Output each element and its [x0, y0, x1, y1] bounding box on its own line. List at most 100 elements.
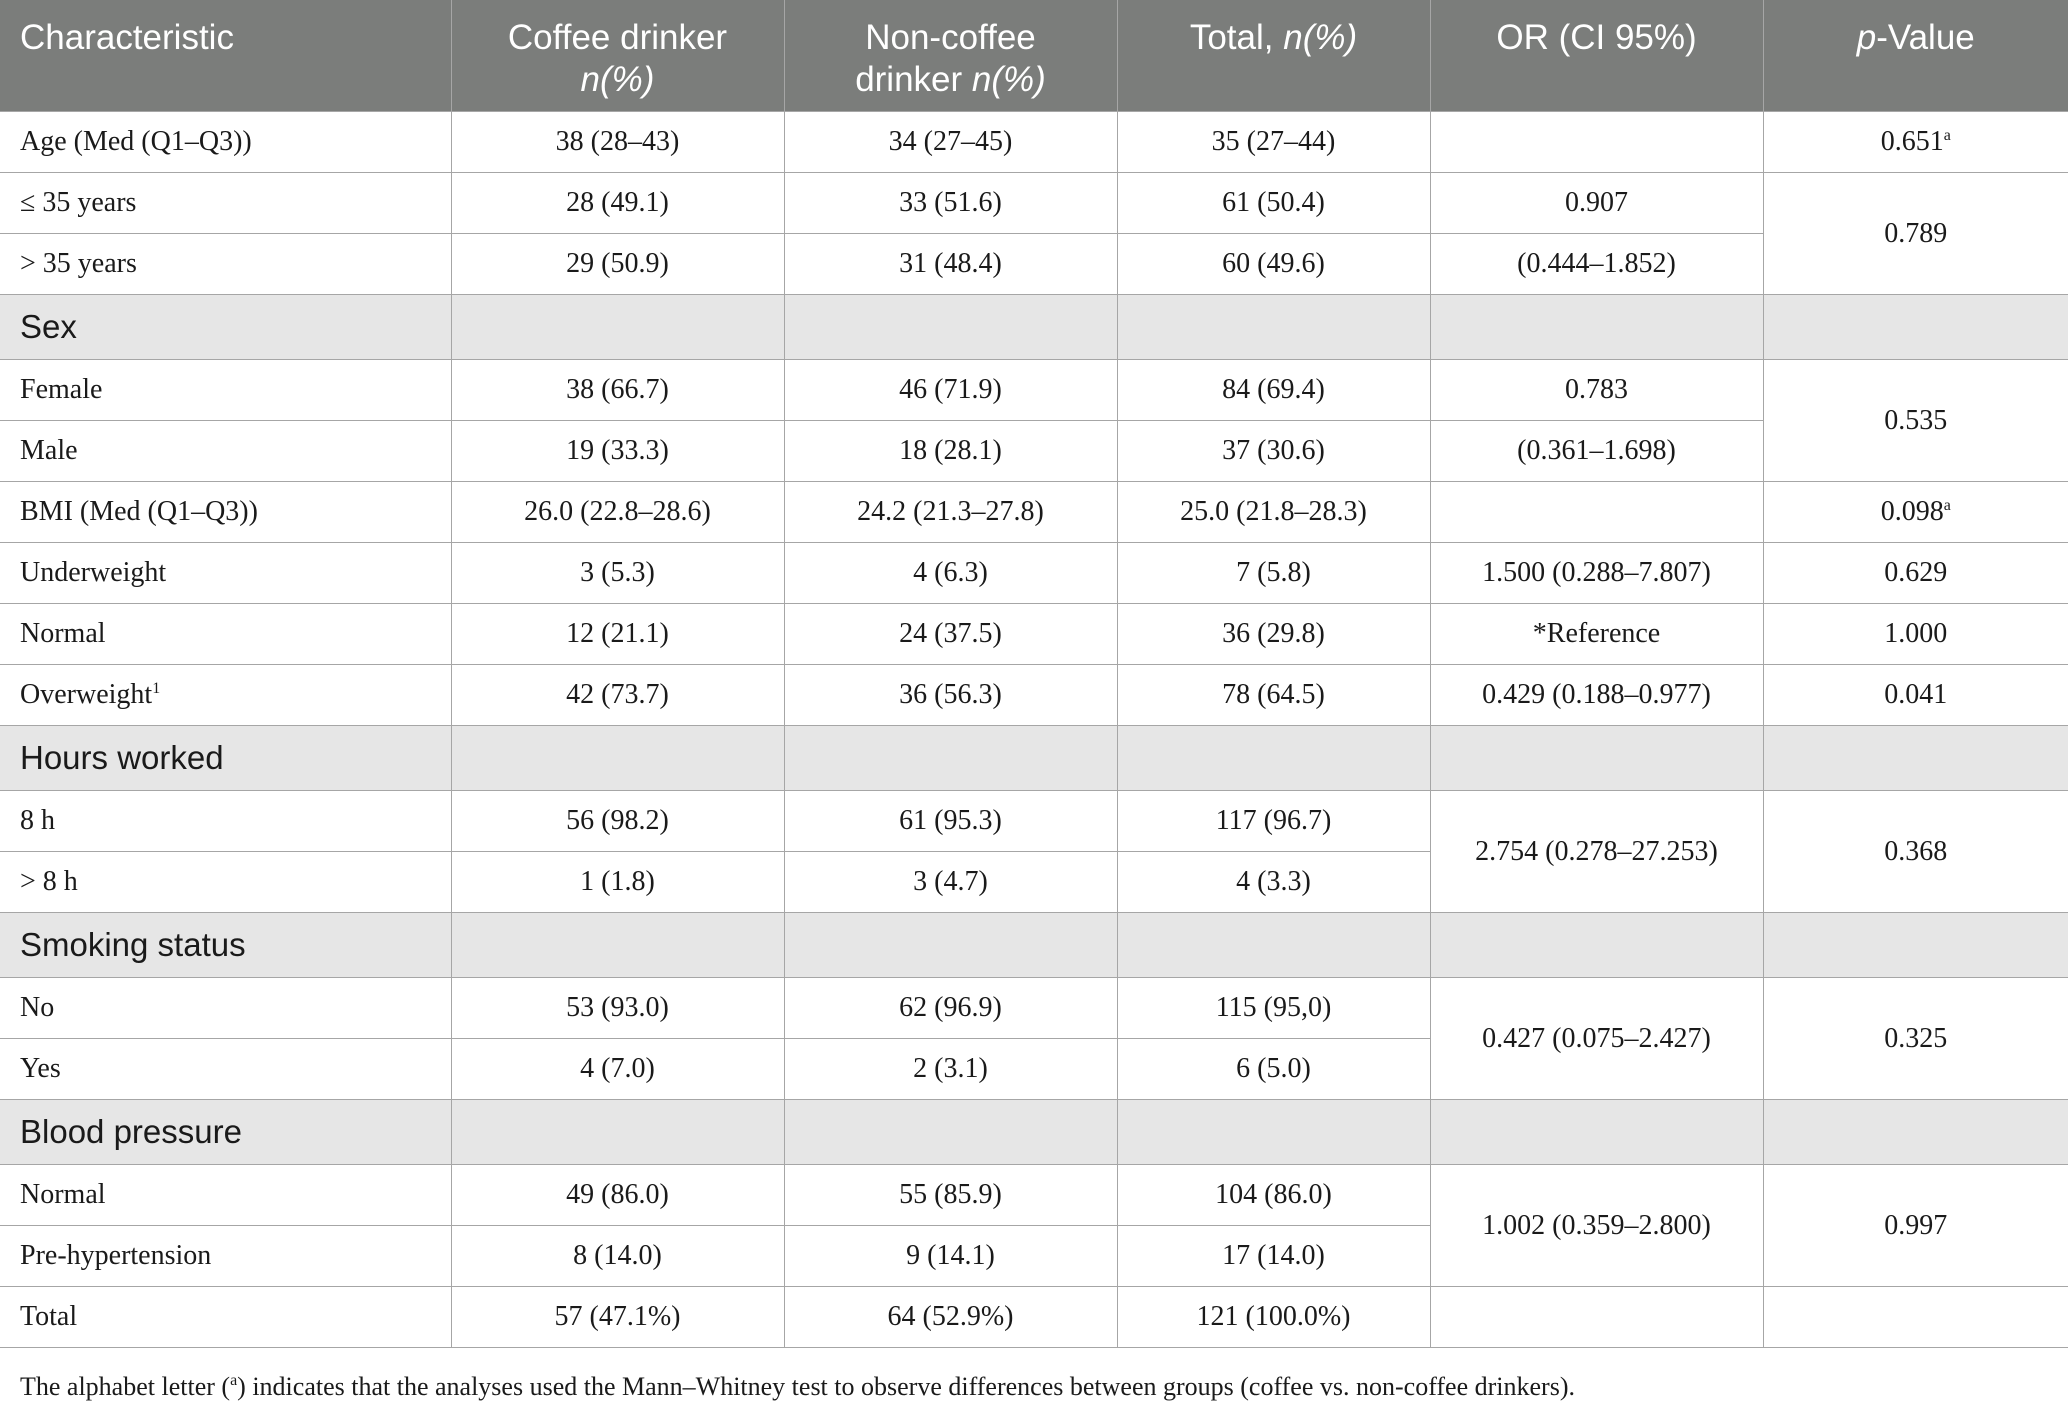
- cell-coffee: 57 (47.1%): [450, 1286, 785, 1348]
- cell-coffee: 29 (50.9): [450, 233, 785, 295]
- cell-odds-ratio: (0.444–1.852): [1429, 233, 1764, 295]
- row-label: Yes: [0, 1038, 452, 1100]
- table-header: Characteristic Coffee drinker n(%) Non-co…: [0, 0, 2068, 112]
- cell-coffee: 1 (1.8): [450, 851, 785, 913]
- cell-coffee: 42 (73.7): [450, 664, 785, 726]
- table-body: Age (Med (Q1–Q3)) 38 (28–43) 34 (27–45) …: [0, 111, 2068, 1348]
- table-row-overweight: Overweight1 42 (73.7) 36 (56.3) 78 (64.5…: [0, 664, 2068, 726]
- cell-total: 4 (3.3): [1116, 851, 1431, 913]
- header-coffee-drinker: Coffee drinker n(%): [450, 0, 785, 112]
- cell-coffee: 3 (5.3): [450, 542, 785, 604]
- row-label: > 35 years: [0, 233, 452, 295]
- row-label: Male: [0, 420, 452, 482]
- cell-coffee: 26.0 (22.8–28.6): [450, 481, 785, 543]
- cell-coffee: 4 (7.0): [450, 1038, 785, 1100]
- row-label: Normal: [0, 603, 452, 665]
- cell-non-coffee: 24.2 (21.3–27.8): [783, 481, 1118, 543]
- row-label: Normal: [0, 1164, 452, 1226]
- row-label: 8 h: [0, 790, 452, 852]
- table-row-female: Female 38 (66.7) 46 (71.9) 84 (69.4) 0.7…: [0, 359, 2068, 482]
- cell-total: 37 (30.6): [1116, 420, 1431, 482]
- row-label: Underweight: [0, 542, 452, 604]
- row-label: Pre-hypertension: [0, 1225, 452, 1287]
- cell-odds-ratio: *Reference: [1429, 603, 1764, 665]
- row-label: > 8 h: [0, 851, 452, 913]
- cell-non-coffee: 2 (3.1): [783, 1038, 1118, 1100]
- table-row-bmi-median: BMI (Med (Q1–Q3)) 26.0 (22.8–28.6) 24.2 …: [0, 481, 2068, 543]
- cell-non-coffee: 55 (85.9): [783, 1164, 1118, 1226]
- cell-coffee: 49 (86.0): [450, 1164, 785, 1226]
- cell-coffee: 19 (33.3): [450, 420, 785, 482]
- cell-total: 115 (95,0): [1116, 977, 1431, 1039]
- section-row-sex: Sex: [0, 294, 2068, 360]
- table-row-underweight: Underweight 3 (5.3) 4 (6.3) 7 (5.8) 1.50…: [0, 542, 2068, 604]
- cell-p-value: [1762, 1286, 2068, 1348]
- section-label: Hours worked: [0, 725, 452, 791]
- cell-odds-ratio: 0.429 (0.188–0.977): [1429, 664, 1764, 726]
- cell-p-value: 0.997: [1762, 1164, 2068, 1287]
- cell-odds-ratio: 2.754 (0.278–27.253): [1429, 790, 1764, 913]
- table-row-pre-hypertension: Pre-hypertension 8 (14.0) 9 (14.1) 17 (1…: [0, 1225, 2068, 1287]
- cell-total: 25.0 (21.8–28.3): [1116, 481, 1431, 543]
- cell-total: 117 (96.7): [1116, 790, 1431, 852]
- row-label: Overweight1: [0, 664, 452, 726]
- cell-p-value: 0.535: [1762, 359, 2068, 482]
- cell-non-coffee: 36 (56.3): [783, 664, 1118, 726]
- cell-total: 121 (100.0%): [1116, 1286, 1431, 1348]
- table-row-male: Male 19 (33.3) 18 (28.1) 37 (30.6) (0.36…: [0, 420, 2068, 482]
- characteristics-table: Characteristic Coffee drinker n(%) Non-co…: [0, 0, 2068, 1348]
- cell-non-coffee: 64 (52.9%): [783, 1286, 1118, 1348]
- section-label: Blood pressure: [0, 1099, 452, 1165]
- row-label: Age (Med (Q1–Q3)): [0, 111, 452, 173]
- cell-total: 17 (14.0): [1116, 1225, 1431, 1287]
- cell-non-coffee: 9 (14.1): [783, 1225, 1118, 1287]
- cell-total: 35 (27–44): [1116, 111, 1431, 173]
- cell-odds-ratio: [1429, 481, 1764, 543]
- table-footnote: The alphabet letter (a) indicates that t…: [20, 1372, 1575, 1401]
- row-label: Female: [0, 359, 452, 421]
- table-row-age-median: Age (Med (Q1–Q3)) 38 (28–43) 34 (27–45) …: [0, 111, 2068, 173]
- cell-coffee: 38 (28–43): [450, 111, 785, 173]
- row-label: BMI (Med (Q1–Q3)): [0, 481, 452, 543]
- cell-non-coffee: 34 (27–45): [783, 111, 1118, 173]
- header-total: Total, n(%): [1116, 0, 1431, 112]
- cell-coffee: 8 (14.0): [450, 1225, 785, 1287]
- cell-total: 104 (86.0): [1116, 1164, 1431, 1226]
- cell-total: 61 (50.4): [1116, 172, 1431, 234]
- cell-coffee: 38 (66.7): [450, 359, 785, 421]
- header-odds-ratio: OR (CI 95%): [1429, 0, 1764, 112]
- cell-total: 36 (29.8): [1116, 603, 1431, 665]
- section-row-blood-pressure: Blood pressure: [0, 1099, 2068, 1165]
- cell-p-value: 0.789: [1762, 172, 2068, 295]
- table-row-8h: 8 h 56 (98.2) 61 (95.3) 117 (96.7) 2.754…: [0, 790, 2068, 913]
- table-row-age-gt-35: > 35 years 29 (50.9) 31 (48.4) 60 (49.6)…: [0, 233, 2068, 295]
- header-row: Characteristic Coffee drinker n(%) Non-co…: [0, 0, 2068, 112]
- cell-odds-ratio: 1.002 (0.359–2.800): [1429, 1164, 1764, 1287]
- cell-coffee: 56 (98.2): [450, 790, 785, 852]
- cell-odds-ratio: [1429, 111, 1764, 173]
- cell-odds-ratio: 0.427 (0.075–2.427): [1429, 977, 1764, 1100]
- cell-p-value: 0.629: [1762, 542, 2068, 604]
- cell-odds-ratio: 0.783: [1429, 359, 1764, 421]
- table-row-smoking-yes: Yes 4 (7.0) 2 (3.1) 6 (5.0): [0, 1038, 2068, 1100]
- cell-total: 6 (5.0): [1116, 1038, 1431, 1100]
- section-label: Smoking status: [0, 912, 452, 978]
- table-row-normal-bmi: Normal 12 (21.1) 24 (37.5) 36 (29.8) *Re…: [0, 603, 2068, 665]
- cell-p-value: 0.041: [1762, 664, 2068, 726]
- header-characteristic: Characteristic: [0, 0, 452, 112]
- table-row-gt-8h: > 8 h 1 (1.8) 3 (4.7) 4 (3.3): [0, 851, 2068, 913]
- cell-non-coffee: 33 (51.6): [783, 172, 1118, 234]
- section-label: Sex: [0, 294, 452, 360]
- cell-non-coffee: 46 (71.9): [783, 359, 1118, 421]
- cell-total: 7 (5.8): [1116, 542, 1431, 604]
- cell-p-value: 0.651a: [1762, 111, 2068, 173]
- cell-coffee: 28 (49.1): [450, 172, 785, 234]
- row-label: ≤ 35 years: [0, 172, 452, 234]
- cell-non-coffee: 18 (28.1): [783, 420, 1118, 482]
- cell-coffee: 53 (93.0): [450, 977, 785, 1039]
- cell-non-coffee: 3 (4.7): [783, 851, 1118, 913]
- cell-odds-ratio: 0.907: [1429, 172, 1764, 234]
- cell-non-coffee: 24 (37.5): [783, 603, 1118, 665]
- cell-non-coffee: 62 (96.9): [783, 977, 1118, 1039]
- row-label: No: [0, 977, 452, 1039]
